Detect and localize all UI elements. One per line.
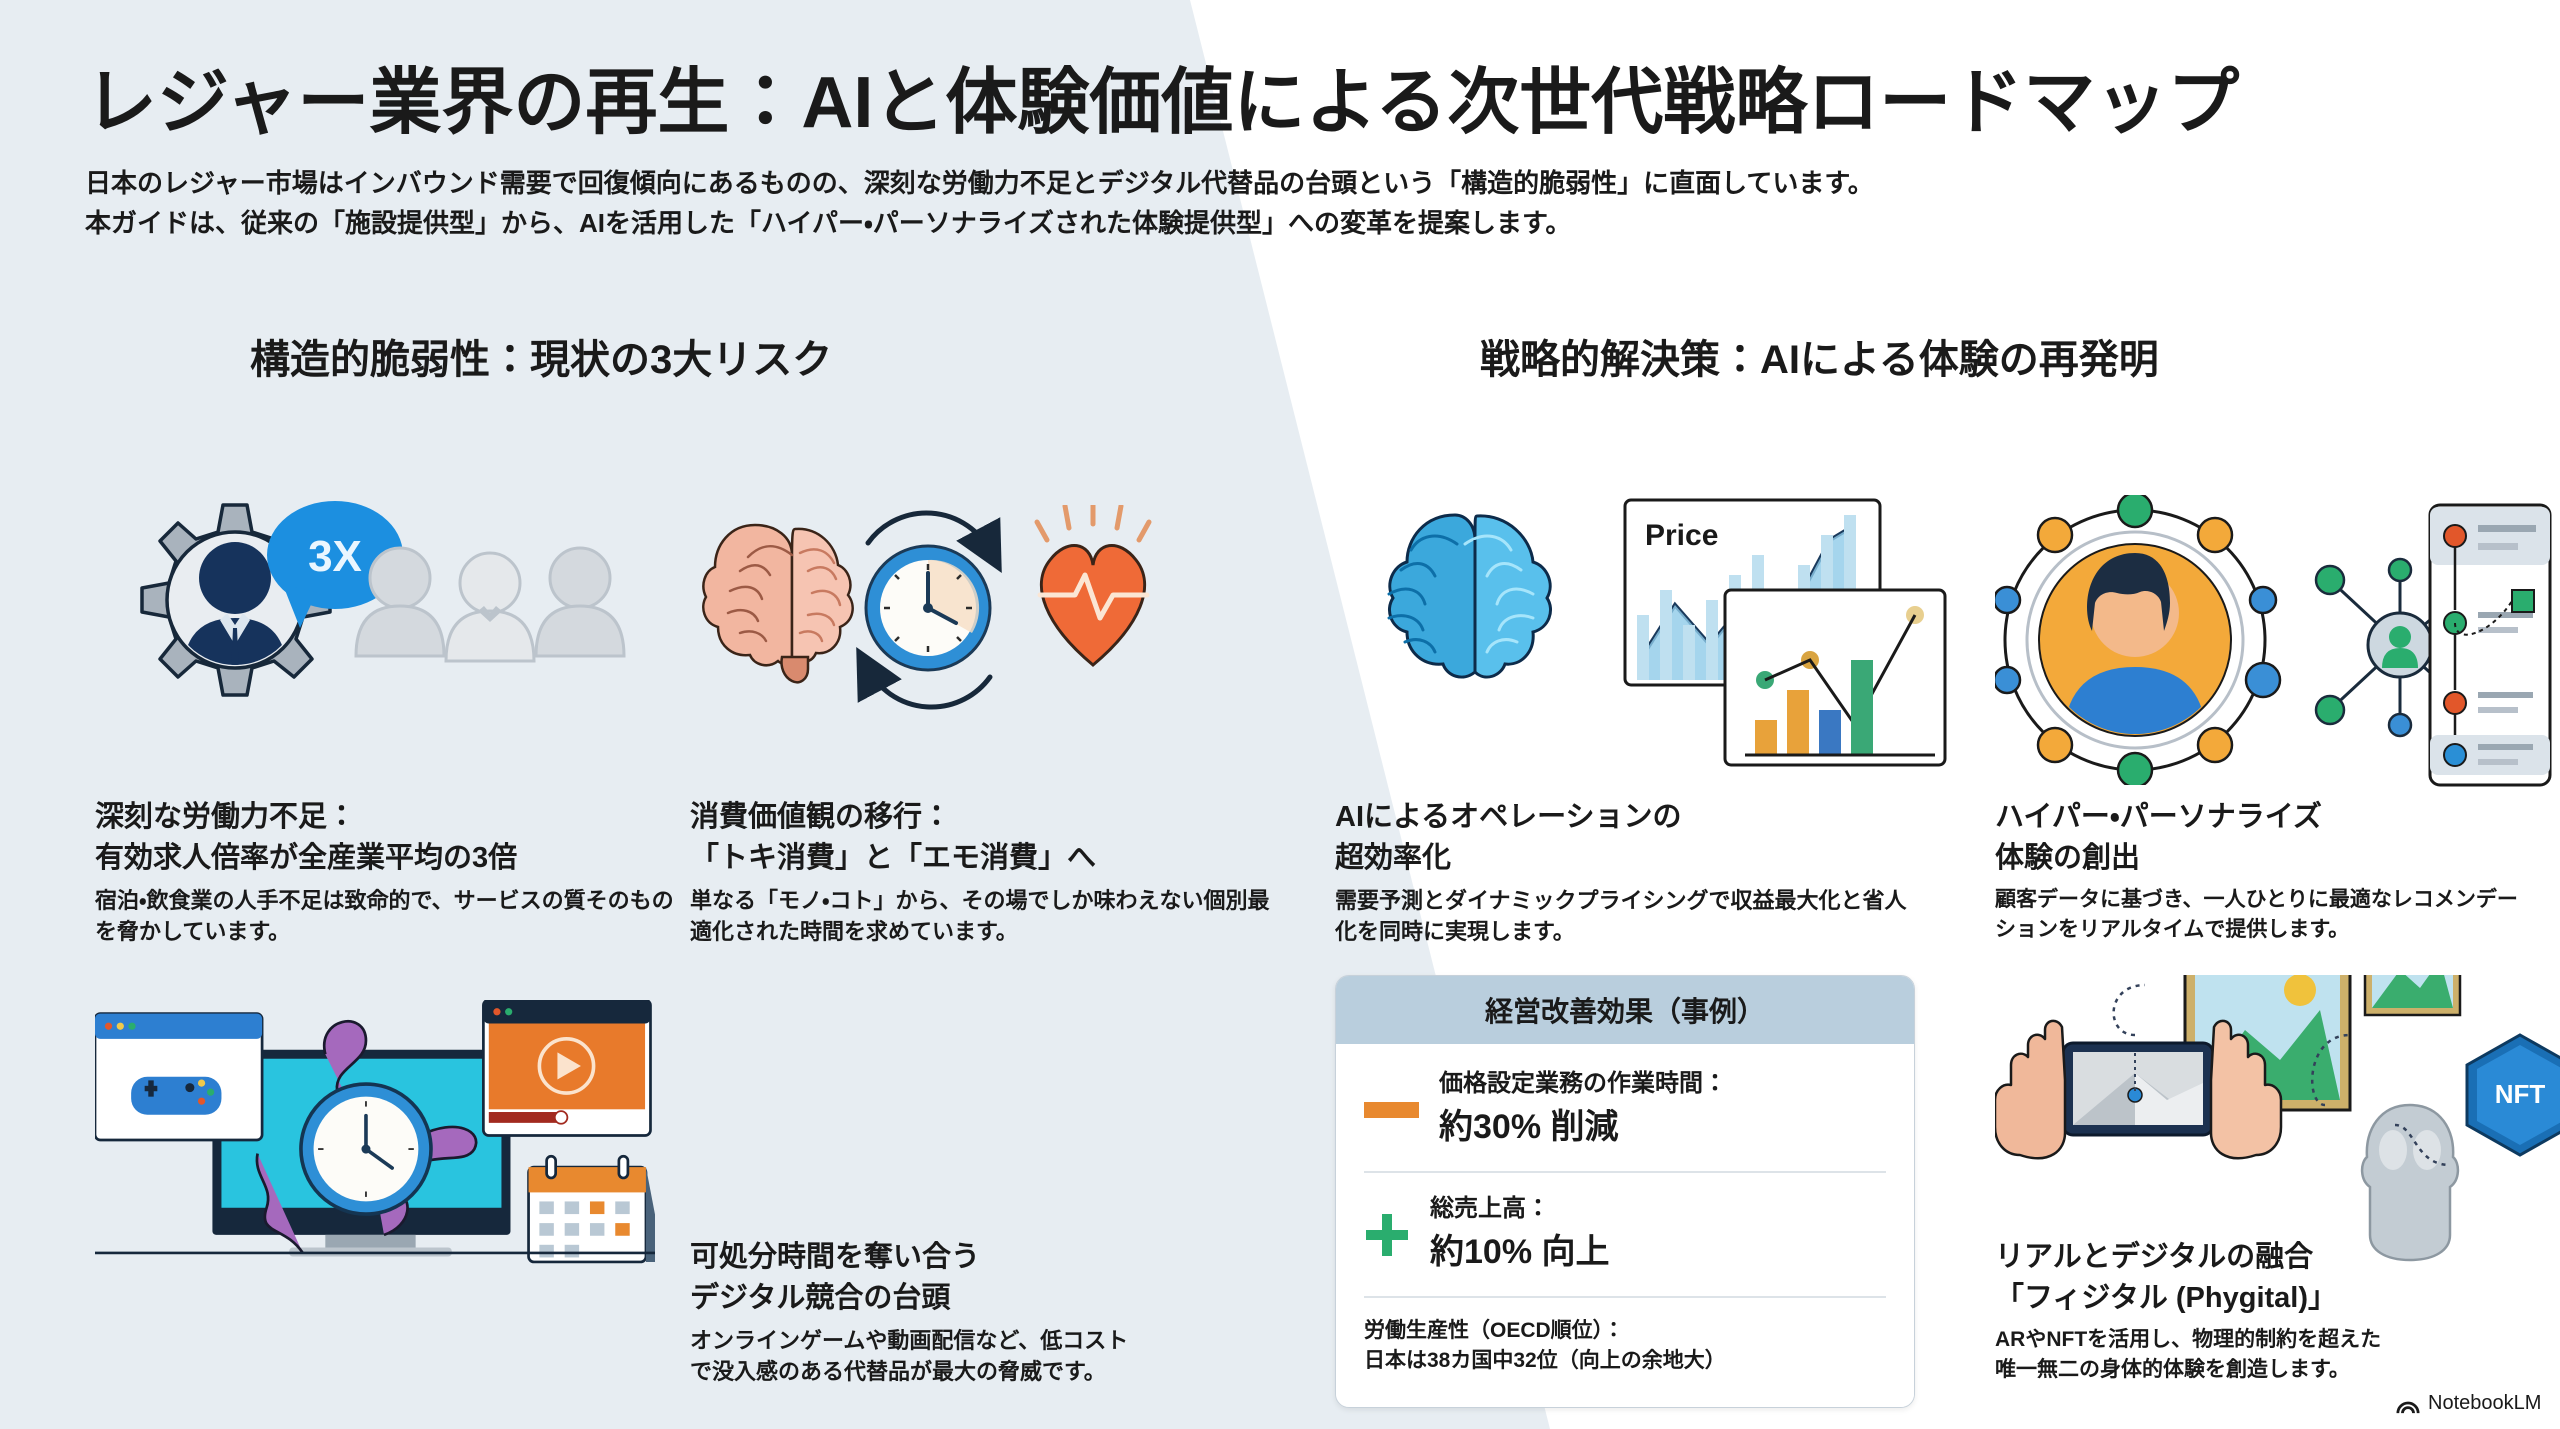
svg-text:Price: Price: [1645, 519, 1718, 552]
svg-text:3X: 3X: [308, 532, 362, 581]
svg-text:NFT: NFT: [2495, 1079, 2546, 1109]
